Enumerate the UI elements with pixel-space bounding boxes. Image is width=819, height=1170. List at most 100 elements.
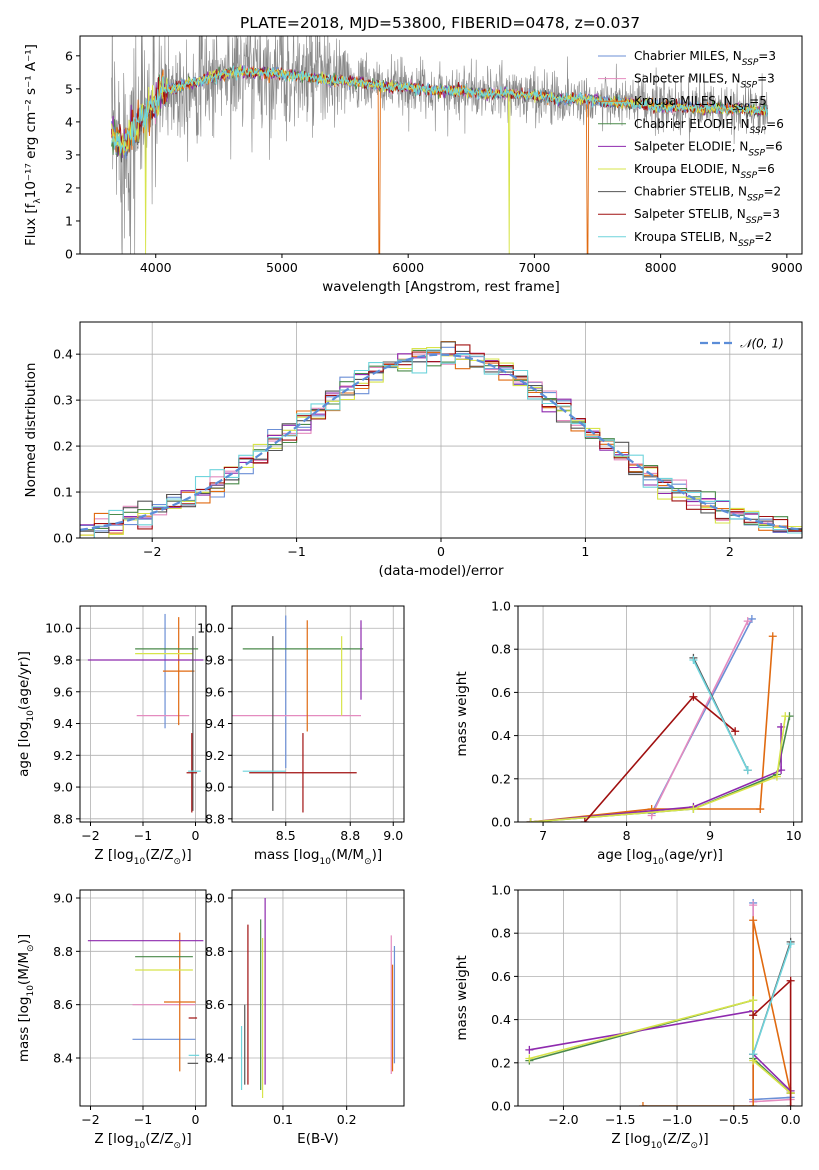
y-tick-label: 8.8 bbox=[205, 944, 225, 959]
series-marker bbox=[525, 1045, 534, 1054]
y-tick-label: 0 bbox=[65, 247, 73, 262]
x-tick-label: 7000 bbox=[518, 260, 550, 275]
series-marker bbox=[580, 818, 589, 822]
plot-area bbox=[111, 36, 769, 254]
series-line bbox=[529, 999, 792, 1094]
errorbar-7 bbox=[249, 733, 357, 813]
y-tick-label: 9.0 bbox=[53, 780, 73, 795]
age-vs-metallicity-panel: −2 −1 0 8.8 9.0 9.2 9.4 9.6 9.8 10.0 Z [log10(Z/Z⊙… bbox=[16, 605, 207, 867]
plot-area bbox=[80, 341, 802, 538]
plot-area bbox=[232, 615, 364, 813]
spectrum-legend: Chabrier MILES, NSSP=3 Salpeter MILES, NS… bbox=[598, 49, 784, 249]
series-marker bbox=[786, 1102, 795, 1106]
x-tick-label: 1 bbox=[581, 544, 589, 559]
series-marker bbox=[689, 692, 698, 701]
x-axis-label: Z [log10(Z/Z⊙)] bbox=[611, 1131, 708, 1151]
y-tick-label: 0.3 bbox=[53, 393, 73, 408]
y-axis-label: mass weight bbox=[454, 671, 470, 756]
mass-weight-vs-age-panel: 7 8 9 10 0.0 0.2 0.4 0.6 0.8 1.0 age [log10(age/yr… bbox=[454, 599, 803, 867]
x-tick-label: 8.5 bbox=[276, 828, 296, 843]
series-4 bbox=[526, 722, 786, 822]
y-tick-label: 3 bbox=[65, 147, 73, 162]
x-tick-label: −2 bbox=[81, 1112, 99, 1127]
y-axis-label: Normed distribution bbox=[23, 363, 39, 498]
y-tick-label: 9.0 bbox=[205, 780, 225, 795]
x-tick-label: −2 bbox=[143, 544, 161, 559]
series-8 bbox=[689, 656, 752, 775]
series-marker bbox=[749, 901, 758, 910]
legend-entry: Kroupa ELODIE, NSSP=6 bbox=[634, 162, 775, 181]
plot-area bbox=[87, 613, 204, 813]
series-marker bbox=[689, 805, 698, 814]
y-tick-label: 0.6 bbox=[491, 969, 511, 984]
y-tick-label: 0.0 bbox=[53, 531, 73, 546]
legend-entry: Salpeter MILES, NSSP=3 bbox=[634, 72, 775, 91]
plot-area bbox=[526, 614, 794, 822]
y-tick-label: 1 bbox=[65, 213, 73, 228]
series-line bbox=[529, 999, 792, 1094]
series-7 bbox=[580, 692, 740, 822]
mass-vs-extinction-panel: 0.1 0.2 8.4 8.6 8.8 9.0 E(B-V) bbox=[205, 889, 405, 1147]
series-line bbox=[530, 716, 791, 822]
x-tick-label: 0 bbox=[437, 544, 445, 559]
series-line bbox=[530, 636, 774, 822]
series-line bbox=[643, 920, 792, 1106]
y-tick-label: 6 bbox=[65, 48, 73, 63]
y-tick-label: 0.4 bbox=[491, 1012, 511, 1027]
y-tick-label: 9.2 bbox=[53, 748, 73, 763]
axes-frame bbox=[79, 35, 803, 255]
y-tick-label: 0.4 bbox=[491, 728, 511, 743]
x-axis-label: (data-model)/error bbox=[378, 563, 504, 579]
x-tick-label: −2 bbox=[81, 828, 99, 843]
series-marker bbox=[749, 996, 758, 1005]
y-tick-label: 9.4 bbox=[205, 716, 225, 731]
series-marker bbox=[756, 805, 765, 814]
series-2 bbox=[526, 632, 777, 822]
x-tick-label: 6000 bbox=[392, 260, 424, 275]
series-marker bbox=[743, 617, 752, 626]
series-marker bbox=[786, 976, 795, 985]
x-axis-label: Z [log10(Z/Z⊙)] bbox=[94, 847, 191, 867]
x-tick-label: 8000 bbox=[645, 260, 677, 275]
y-tick-label: 9.8 bbox=[53, 653, 73, 668]
x-tick-label: −0.5 bbox=[719, 1112, 749, 1127]
y-tick-label: 8.4 bbox=[53, 1051, 73, 1066]
y-tick-label: 0.8 bbox=[491, 926, 511, 941]
series-marker bbox=[768, 632, 777, 641]
series-marker bbox=[526, 818, 535, 822]
legend-entry: 𝒩(0, 1) bbox=[740, 337, 784, 351]
model-spectrum-8 bbox=[111, 65, 768, 154]
residual-histogram-panel: −2 −1 0 1 2 0.0 0.1 0.2 0.3 0.4 (data-model)/error… bbox=[23, 321, 803, 579]
x-tick-label: 9000 bbox=[771, 260, 803, 275]
errorbar-7 bbox=[186, 733, 198, 813]
series-marker bbox=[786, 940, 795, 948]
y-tick-label: 0.2 bbox=[491, 771, 511, 786]
series-line bbox=[650, 620, 749, 816]
series-marker bbox=[749, 916, 758, 925]
axes-frame bbox=[517, 889, 803, 1107]
observed-spectrum bbox=[111, 36, 769, 254]
x-axis-label: wavelength [Angstrom, rest frame] bbox=[322, 279, 560, 295]
x-tick-label: 9 bbox=[706, 828, 714, 843]
axes-frame bbox=[231, 605, 405, 823]
y-axis-label: Flux [fλ10⁻¹⁷ erg cm⁻² s⁻¹ A⁻¹] bbox=[23, 44, 43, 246]
plot-area bbox=[87, 932, 204, 1072]
series-marker bbox=[747, 614, 756, 623]
plot-area bbox=[240, 898, 396, 1098]
series-marker bbox=[525, 1054, 534, 1063]
legend-entry: Chabrier ELODIE, NSSP=6 bbox=[634, 117, 784, 136]
y-tick-label: 8.8 bbox=[53, 944, 73, 959]
y-tick-label: 8.6 bbox=[53, 997, 73, 1012]
x-tick-label: 0 bbox=[192, 828, 200, 843]
x-tick-label: −1.0 bbox=[662, 1112, 692, 1127]
y-tick-label: 8.8 bbox=[205, 811, 225, 826]
y-tick-label: 8.6 bbox=[205, 997, 225, 1012]
x-tick-label: 9.0 bbox=[383, 828, 403, 843]
x-axis-label: age [log10(age/yr)] bbox=[597, 847, 723, 867]
x-tick-label: 8 bbox=[623, 828, 631, 843]
y-tick-label: 9.6 bbox=[53, 684, 73, 699]
series-marker bbox=[749, 1011, 758, 1020]
y-tick-label: 10.0 bbox=[45, 621, 73, 636]
plot-area bbox=[525, 898, 795, 1106]
series-line bbox=[530, 716, 787, 822]
